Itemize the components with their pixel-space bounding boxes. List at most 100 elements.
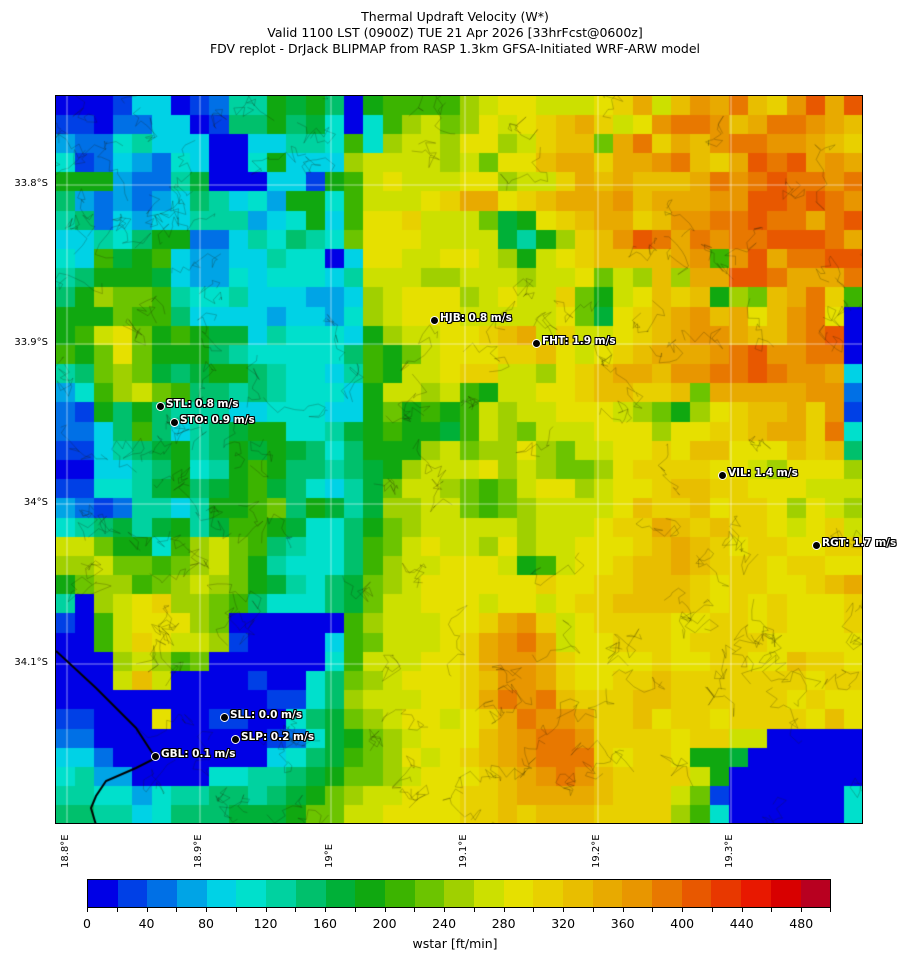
colorbar-tick [295,908,297,912]
station-label: FHT: 1.9 m/s [542,335,616,347]
x-tick-label: 19.1°E [458,834,469,868]
colorbar-swatch [384,880,415,907]
colorbar-swatch [117,880,148,907]
colorbar-tick [444,908,446,912]
colorbar-swatch [652,880,682,907]
colorbar-swatch [592,880,623,907]
station-label: SLL: 0.0 m/s [230,709,303,721]
colorbar-tick [325,908,327,912]
colorbar-tick [771,908,773,912]
colorbar-tick [235,908,237,912]
colorbar-tick-label: 200 [372,916,397,931]
x-tick-label: 18.8°E [60,834,71,868]
colorbar-tick-label: 280 [491,916,516,931]
station-dot-icon [220,713,229,722]
colorbar-tick [354,908,356,912]
colorbar-tick [592,908,594,912]
colorbar-tick-label: 320 [551,916,576,931]
colorbar-tick-label: 0 [83,916,91,931]
station-dot-icon [532,339,541,348]
colorbar-swatch [473,880,504,907]
colorbar-tick [682,908,684,912]
station-label: SLP: 0.2 m/s [241,731,315,743]
station-label: RGT: 1.7 m/s [822,537,897,549]
station-label: HJB: 0.8 m/s [440,312,512,324]
colorbar-tick-label: 400 [670,916,695,931]
colorbar-tick-label: 80 [198,916,214,931]
station-label: VIL: 1.4 m/s [728,467,798,479]
station-dot-icon [812,541,821,550]
colorbar-tick [414,908,416,912]
y-tick-label: 33.8°S [14,178,48,189]
colorbar [87,879,831,908]
colorbar-swatch [147,880,178,907]
colorbar-tick [384,908,386,912]
colorbar-tick [146,908,148,912]
colorbar-swatch [711,880,742,907]
colorbar-swatch [681,880,712,907]
colorbar-swatch [800,880,831,907]
colorbar-tick [116,908,118,912]
colorbar-tick-label: 360 [610,916,635,931]
x-tick-label: 19.2°E [591,834,602,868]
y-tick-label: 33.9°S [14,337,48,348]
colorbar-tick-label: 440 [729,916,754,931]
colorbar-swatch [503,880,534,907]
colorbar-tick-label: 160 [313,916,338,931]
y-tick-label: 34.1°S [14,657,48,668]
colorbar-swatch [444,880,474,907]
colorbar-swatch [325,880,356,907]
colorbar-tick [652,908,654,912]
station-dot-icon [718,471,727,480]
colorbar-tick [176,908,178,912]
station-dot-icon [151,752,160,761]
x-tick-label: 18.9°E [193,834,204,868]
colorbar-tick [830,908,831,912]
heatmap-plot-area [55,95,863,824]
colorbar-swatch [355,880,385,907]
station-label: GBL: 0.1 m/s [161,748,236,760]
colorbar-tick [503,908,505,912]
colorbar-swatch [533,880,563,907]
colorbar-title: wstar [ft/min] [412,936,498,951]
colorbar-tick-label: 120 [253,916,278,931]
colorbar-swatch [622,880,653,907]
station-label: STO: 0.9 m/s [180,414,255,426]
terrain-contour-overlay [56,96,862,823]
x-tick-label: 19.3°E [724,834,735,868]
colorbar-ticks [87,908,831,914]
colorbar-tick-label: 240 [432,916,457,931]
station-label: STL: 0.8 m/s [166,398,239,410]
colorbar-swatch [88,880,118,907]
station-dot-icon [156,402,165,411]
colorbar-swatch [295,880,326,907]
colorbar-swatch [770,880,801,907]
chart-subtitle-valid-time: Valid 1100 LST (0900Z) TUE 21 Apr 2026 [… [267,25,643,40]
station-dot-icon [231,735,240,744]
colorbar-tick [473,908,475,912]
station-dot-icon [430,316,439,325]
colorbar-swatch [177,880,207,907]
colorbar-tick [563,908,565,912]
colorbar-tick [741,908,743,912]
chart-subtitle-model: FDV replot - DrJack BLIPMAP from RASP 1.… [209,41,701,56]
colorbar-swatch [414,880,445,907]
colorbar-swatch [266,880,296,907]
colorbar-tick [801,908,803,912]
x-tick-label: 19°E [324,843,335,868]
colorbar-swatch [741,880,771,907]
chart-title: Thermal Updraft Velocity (W*) [361,9,549,24]
colorbar-tick [711,908,713,912]
colorbar-tick [206,908,208,912]
colorbar-swatch [206,880,237,907]
colorbar-tick [622,908,624,912]
colorbar-tick [265,908,267,912]
colorbar-tick [533,908,535,912]
station-dot-icon [170,418,179,427]
colorbar-tick-label: 40 [138,916,155,931]
colorbar-tick [87,908,88,912]
colorbar-swatch [236,880,267,907]
y-tick-label: 34°S [23,497,48,508]
colorbar-tick-label: 480 [789,916,814,931]
colorbar-swatch [563,880,593,907]
